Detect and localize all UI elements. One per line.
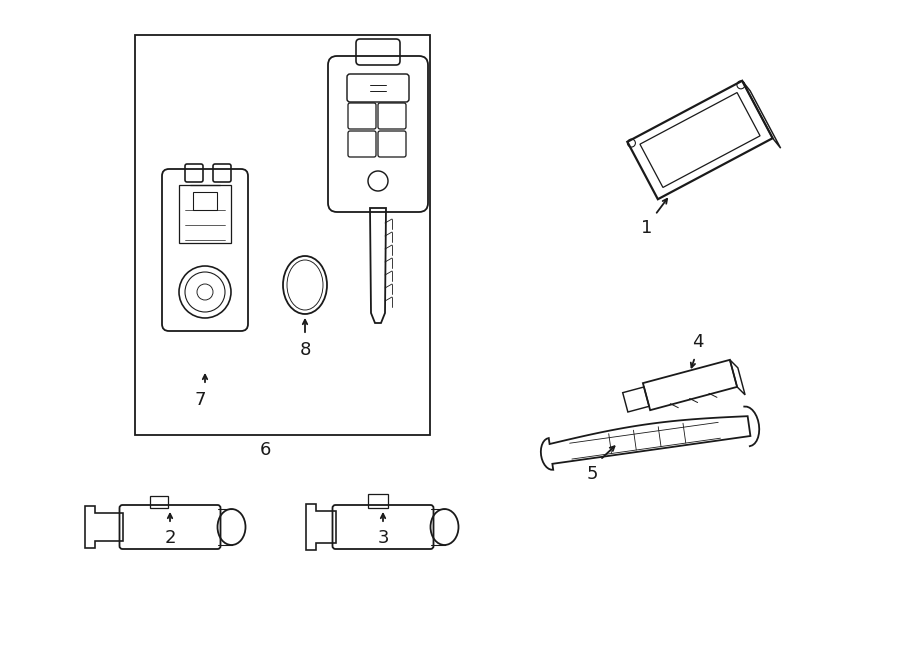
Bar: [179, 185, 231, 243]
Text: 1: 1: [642, 219, 652, 237]
Bar: [368, 494, 388, 508]
Text: 3: 3: [377, 529, 389, 547]
Bar: [193, 192, 217, 210]
Text: 7: 7: [194, 391, 206, 409]
Text: 8: 8: [300, 341, 310, 359]
Text: 4: 4: [692, 333, 704, 351]
Bar: [150, 496, 168, 508]
Bar: [135, 35, 430, 435]
Text: 2: 2: [164, 529, 176, 547]
Text: 6: 6: [259, 441, 271, 459]
Text: 5: 5: [586, 465, 598, 483]
